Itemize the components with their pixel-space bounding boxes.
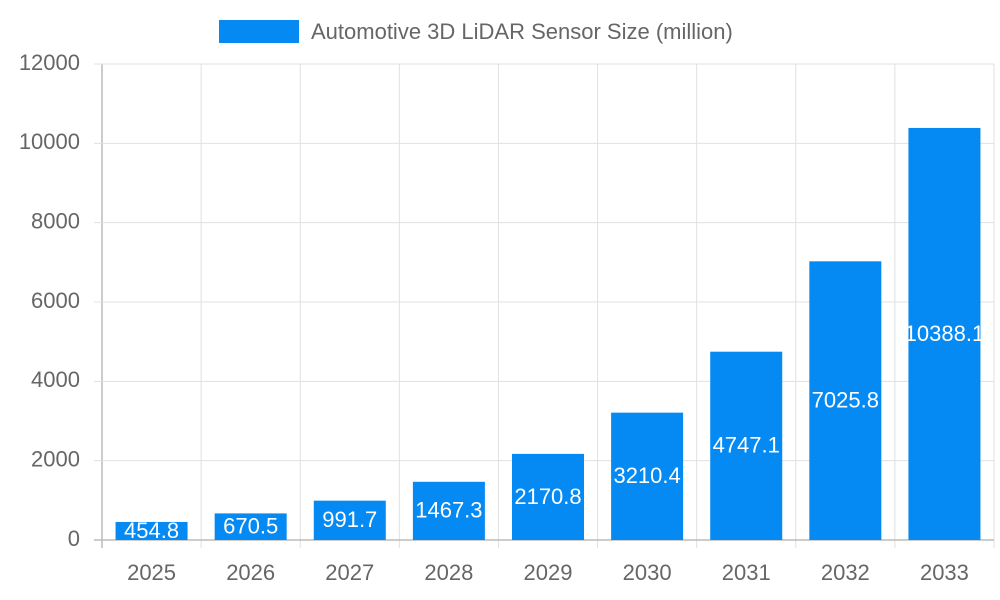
value-label: 10388.1	[905, 321, 985, 346]
bar	[412, 481, 485, 540]
bar	[809, 261, 882, 540]
value-label: 991.7	[322, 507, 377, 532]
value-label: 3210.4	[613, 463, 680, 488]
value-label: 7025.8	[812, 387, 879, 412]
x-tick-label: 2031	[722, 560, 771, 585]
value-label: 454.8	[124, 518, 179, 543]
bar	[512, 453, 584, 540]
bar	[115, 521, 188, 540]
value-label: 670.5	[223, 514, 278, 539]
bar	[313, 500, 386, 540]
y-tick-label: 2000	[31, 446, 80, 471]
x-tick-label: 2030	[623, 560, 672, 585]
x-tick-label: 2032	[821, 560, 870, 585]
x-tick-label: 2027	[325, 560, 374, 585]
bar	[214, 513, 287, 540]
y-tick-label: 10000	[19, 129, 80, 154]
y-tick-label: 12000	[19, 50, 80, 75]
x-tick-label: 2026	[226, 560, 275, 585]
x-tick-label: 2025	[127, 560, 176, 585]
y-tick-label: 0	[68, 526, 80, 551]
bar	[710, 351, 783, 540]
y-tick-label: 6000	[31, 288, 80, 313]
legend-label: Automotive 3D LiDAR Sensor Size (million…	[311, 19, 733, 44]
x-tick-label: 2028	[424, 560, 473, 585]
y-tick-label: 8000	[31, 208, 80, 233]
value-label: 2170.8	[514, 484, 581, 509]
bar	[908, 127, 981, 541]
bar	[611, 412, 684, 540]
x-tick-label: 2033	[920, 560, 969, 585]
legend-swatch	[219, 20, 299, 43]
y-tick-label: 4000	[31, 367, 80, 392]
value-label: 1467.3	[415, 498, 482, 523]
x-tick-label: 2029	[524, 560, 573, 585]
value-label: 4747.1	[713, 433, 780, 458]
